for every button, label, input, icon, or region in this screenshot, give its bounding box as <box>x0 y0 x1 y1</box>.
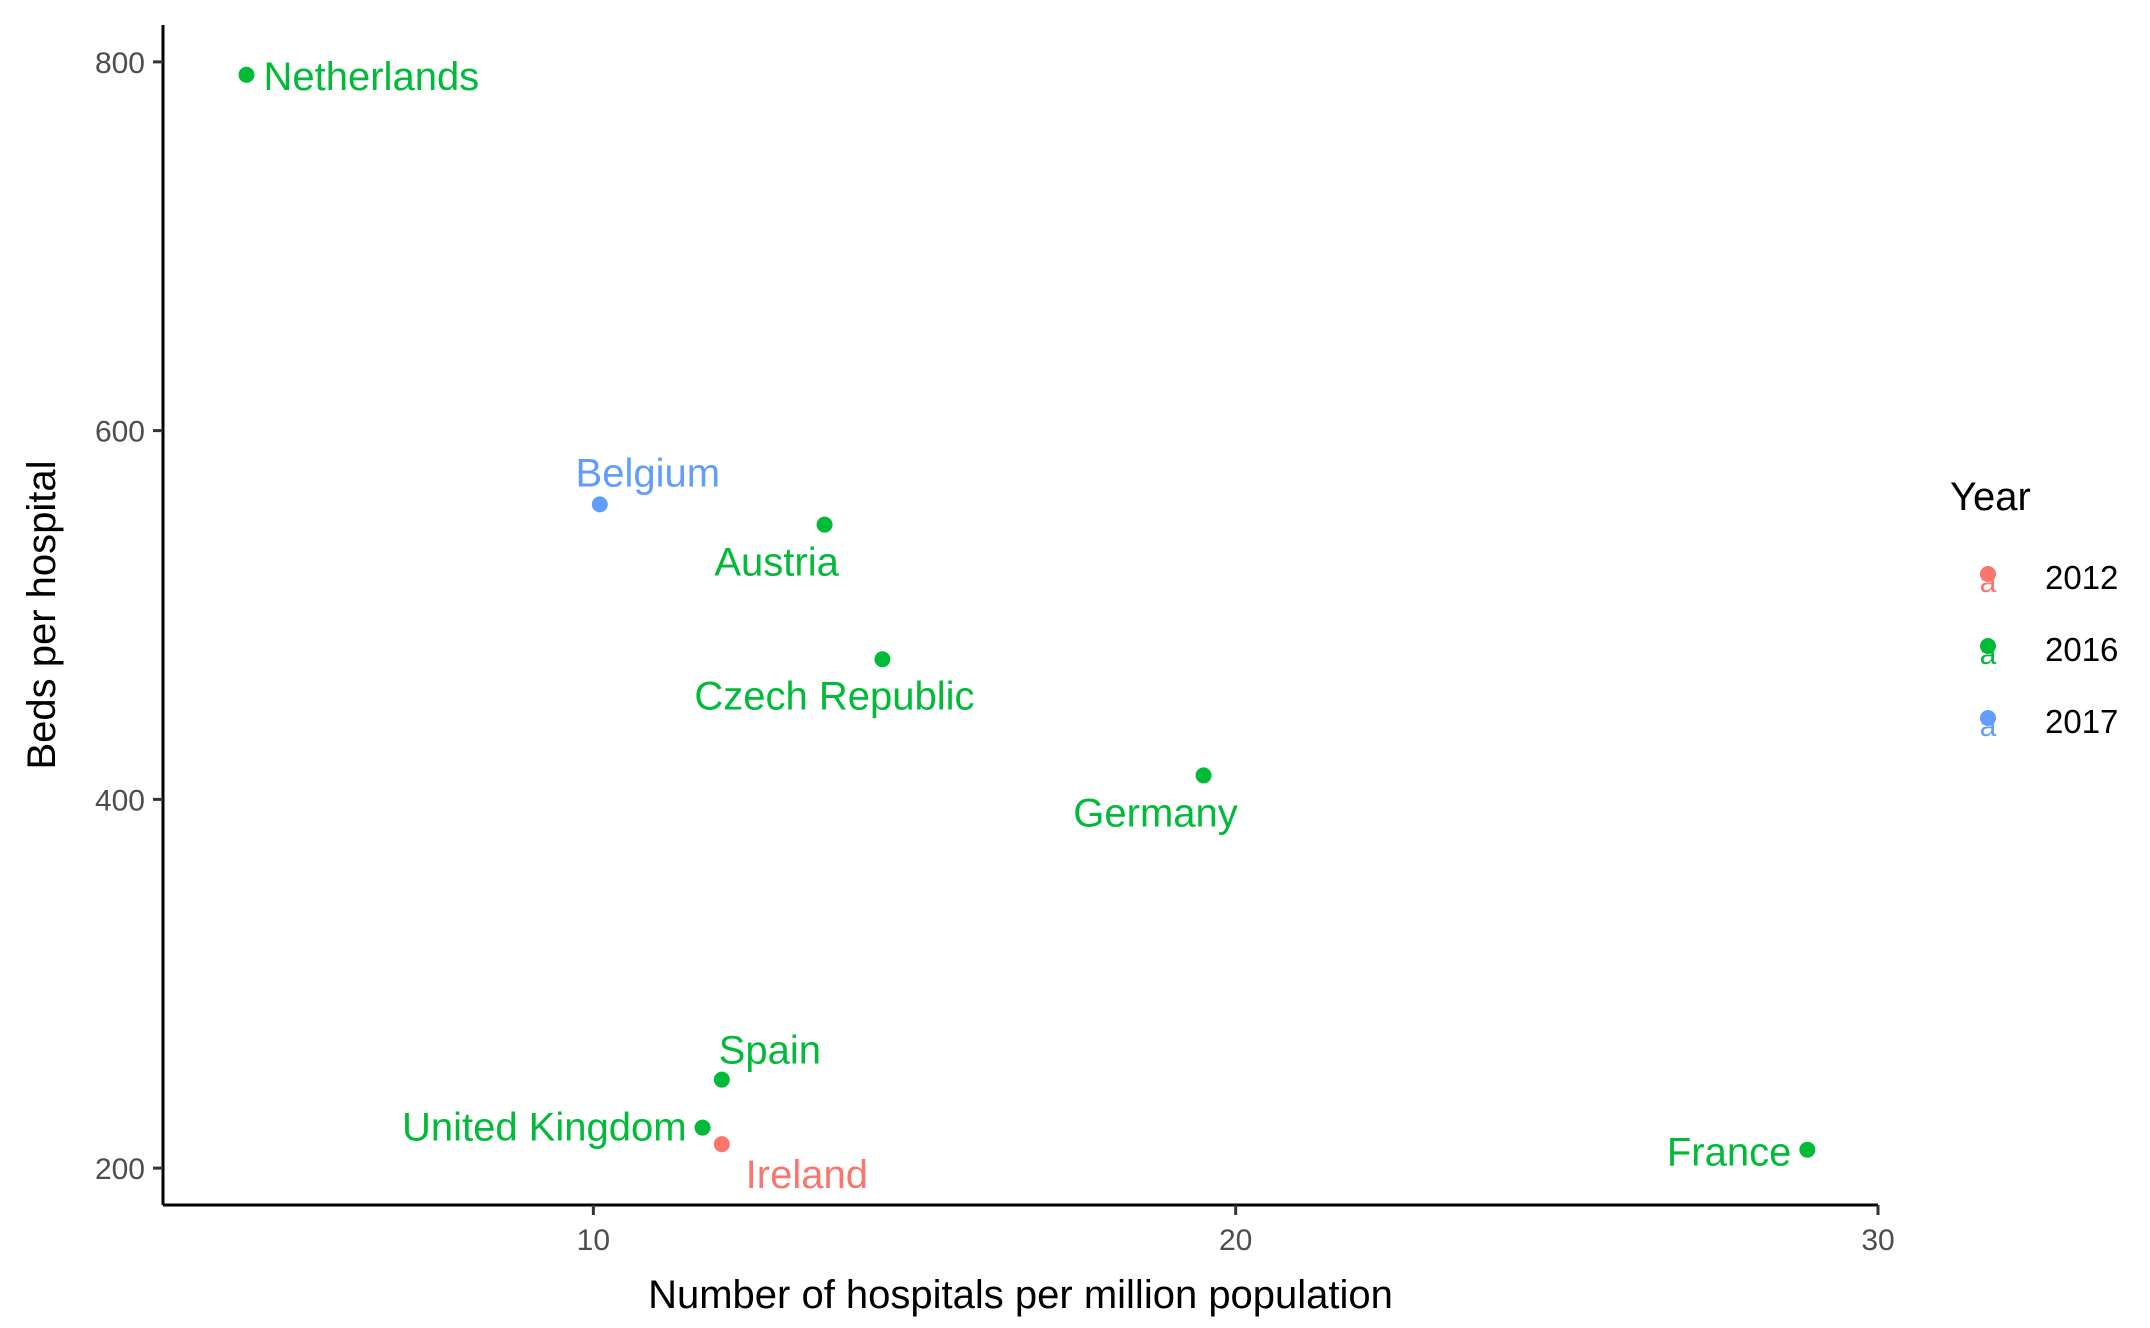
legend-key-point <box>1980 638 1996 654</box>
y-tick-label: 800 <box>95 47 145 80</box>
data-point <box>1195 767 1212 784</box>
x-tick-label: 20 <box>1219 1224 1252 1257</box>
legend-label: 2017 <box>2045 703 2118 740</box>
point-label: Germany <box>1073 791 1238 835</box>
y-tick-label: 400 <box>95 784 145 817</box>
point-label: Netherlands <box>264 55 480 99</box>
data-point <box>874 651 891 668</box>
data-point <box>713 1071 730 1088</box>
legend-key-glyph: a <box>1980 638 1997 671</box>
legend-key: a <box>1980 710 1997 743</box>
legend-entries: a 2012 a 2016 a 2017 <box>1980 559 2119 743</box>
y-axis-title: Beds per hospital <box>20 460 64 769</box>
legend-title: Year <box>1950 475 2031 519</box>
point-label: Spain <box>719 1029 821 1073</box>
x-tick-label: 10 <box>577 1224 610 1257</box>
legend-key: a <box>1980 638 1997 671</box>
data-point <box>591 496 608 513</box>
legend-label: 2016 <box>2045 631 2118 668</box>
point-label: Austria <box>714 541 839 585</box>
point-label: United Kingdom <box>402 1106 687 1150</box>
point-label: Belgium <box>576 451 721 495</box>
data-point <box>1799 1141 1816 1158</box>
legend-key-glyph: a <box>1980 710 1997 743</box>
legend-key-glyph: a <box>1980 566 1997 599</box>
legend-key-point <box>1980 710 1996 726</box>
data-point <box>694 1119 711 1136</box>
legend-label: 2012 <box>2045 559 2118 596</box>
data-point <box>238 66 255 83</box>
y-tick-label: 200 <box>95 1153 145 1186</box>
ticks: 10 20 30 200 400 600 800 <box>95 47 1895 1257</box>
legend-key: a <box>1980 566 1997 599</box>
x-tick-label: 30 <box>1861 1224 1894 1257</box>
point-label: Czech Republic <box>694 674 974 718</box>
axes <box>161 25 1878 1207</box>
data-point <box>816 516 833 533</box>
data-points <box>238 66 1816 1158</box>
legend: Year a 2012 a 2016 a 2017 <box>1950 475 2118 743</box>
point-label: France <box>1667 1131 1792 1175</box>
x-axis-title: Number of hospitals per million populati… <box>648 1273 1393 1317</box>
legend-key-point <box>1980 566 1996 582</box>
y-tick-label: 600 <box>95 416 145 449</box>
data-point <box>713 1136 730 1153</box>
point-labels: Netherlands Belgium Austria Czech Republic G… <box>264 55 1792 1197</box>
point-label: Ireland <box>746 1153 868 1197</box>
